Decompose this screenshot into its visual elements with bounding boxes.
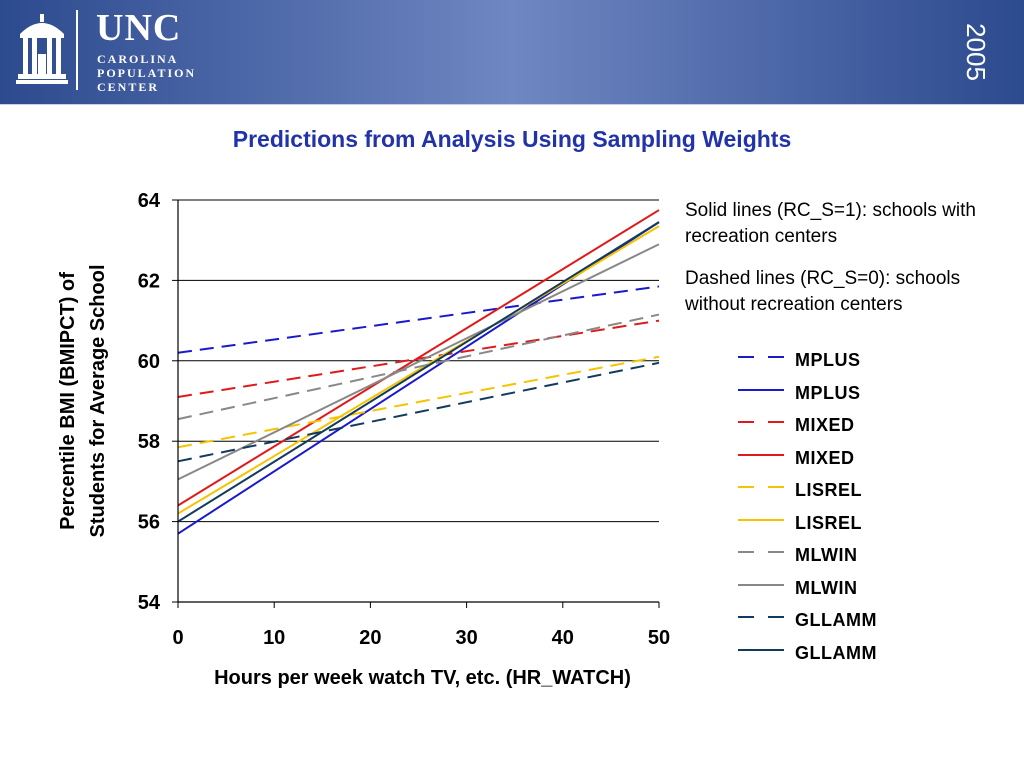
legend-swatch: [738, 518, 784, 521]
y-axis-title: Students for Average School: [87, 264, 109, 537]
chart-series: [177, 209, 660, 535]
logo-wordmark: UNC: [96, 7, 182, 49]
legend-swatch: [738, 356, 784, 358]
legend-swatch: [738, 388, 784, 391]
logo-divider: [76, 10, 78, 90]
x-axis-title: Hours per week watch TV, etc. (HR_WATCH): [214, 667, 631, 689]
legend-item: MIXED: [738, 444, 938, 477]
y-axis-title: Percentile BMI (BMIPCT) of: [57, 272, 79, 530]
legend-swatch: [738, 421, 784, 423]
legend-label: MPLUS: [795, 382, 861, 403]
legend-label: GLLAMM: [795, 610, 877, 630]
x-tick-label: 10: [263, 627, 285, 649]
legend-item: GLLAMM: [738, 639, 938, 672]
old-well-icon: [16, 8, 68, 97]
x-tick-label: 50: [648, 627, 670, 649]
legend-swatch: [738, 453, 784, 456]
legend-label: LISREL: [795, 480, 863, 500]
series-line-mixed-solid: [177, 209, 660, 507]
legend-label: MLWIN: [795, 577, 858, 598]
legend-swatch: [738, 616, 784, 618]
legend-label: MIXED: [795, 447, 855, 468]
legend-item: MLWIN: [738, 541, 938, 574]
logo-subtitle-line: POPULATION: [97, 66, 197, 80]
logo-subtitle-line: CENTER: [97, 80, 160, 94]
legend-item: MPLUS: [738, 346, 938, 379]
legend-item: MIXED: [738, 411, 938, 444]
legend-item: MPLUS: [738, 379, 938, 412]
legend-label: MLWIN: [795, 545, 858, 565]
legend-swatch: [738, 648, 784, 651]
legend-label: MPLUS: [795, 350, 861, 370]
legend-item: MLWIN: [738, 574, 938, 607]
series-line-lisrel-dashed: [177, 355, 660, 449]
legend-swatch: [738, 486, 784, 488]
y-tick-label: 56: [138, 512, 160, 534]
legend-item: LISREL: [738, 476, 938, 509]
legend-label: GLLAMM: [795, 642, 877, 663]
legend-swatch: [738, 551, 784, 553]
x-tick-label: 20: [359, 627, 381, 649]
page-title: Predictions from Analysis Using Sampling…: [232, 126, 792, 152]
dashed-lines-note: Dashed lines (RC_S=0): schools without r…: [685, 268, 961, 315]
x-tick-label: 30: [455, 627, 477, 649]
y-tick-label: 64: [138, 190, 161, 212]
series-line-gllamm-dashed: [177, 361, 660, 463]
y-tick-label: 60: [138, 351, 160, 373]
series-line-gllamm-solid: [177, 221, 660, 523]
y-tick-label: 58: [138, 431, 160, 453]
x-tick-label: 0: [172, 627, 183, 649]
legend-item: LISREL: [738, 509, 938, 542]
legend-label: LISREL: [795, 512, 863, 533]
series-line-lisrel-solid: [177, 225, 660, 515]
y-tick-label: 54: [138, 592, 161, 614]
series-line-mplus-dashed: [177, 285, 660, 354]
legend-swatch: [738, 583, 784, 586]
chart-axes: 54 56 58 60 62 64 0 10 20 30 40 50 Hours per week wa…: [57, 190, 670, 689]
chart-legend: MPLUS MPLUS MIXED MIXED LISREL LISREL MLWIN MLW…: [738, 346, 938, 671]
series-line-mlwin-dashed: [177, 313, 660, 421]
header-banner: UNC CAROLINA POPULATION CENTER 2005: [0, 0, 1024, 105]
legend-label: MIXED: [795, 415, 855, 435]
x-tick-label: 40: [552, 627, 574, 649]
logo-subtitle-line: CAROLINA: [97, 52, 179, 66]
solid-lines-note: Solid lines (RC_S=1): schools with recre…: [685, 200, 976, 247]
y-tick-label: 62: [138, 270, 160, 292]
series-line-mlwin-solid: [177, 243, 660, 481]
legend-item: GLLAMM: [738, 606, 938, 639]
